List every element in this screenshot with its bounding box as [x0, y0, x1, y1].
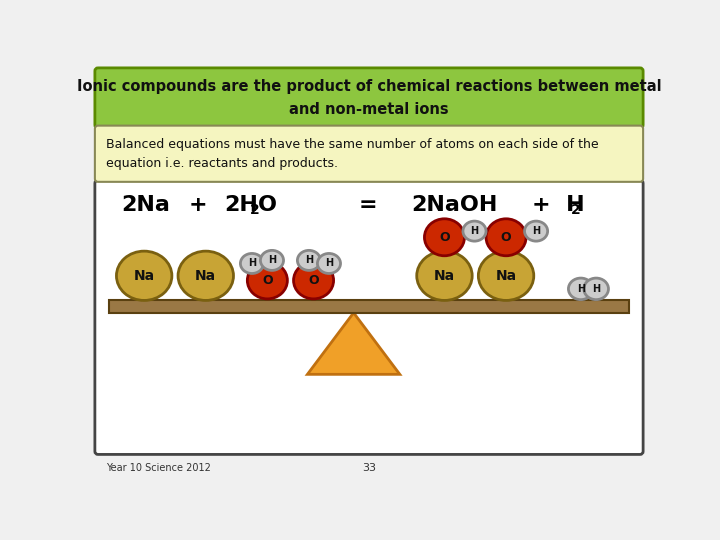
Text: O: O — [308, 274, 319, 287]
Text: Na: Na — [495, 269, 517, 283]
Text: H: H — [470, 226, 479, 236]
Text: +: + — [189, 195, 207, 215]
Text: 2Na: 2Na — [121, 195, 170, 215]
Text: 2NaOH: 2NaOH — [411, 195, 498, 215]
Text: =: = — [358, 195, 377, 215]
Text: 2: 2 — [571, 202, 580, 217]
Ellipse shape — [425, 219, 464, 256]
Ellipse shape — [261, 251, 284, 271]
Ellipse shape — [294, 262, 333, 299]
Ellipse shape — [117, 251, 172, 300]
Text: Ionic compounds are the product of chemical reactions between metal
and non-meta: Ionic compounds are the product of chemi… — [77, 79, 661, 117]
Ellipse shape — [486, 219, 526, 256]
Text: Na: Na — [195, 269, 216, 283]
FancyBboxPatch shape — [95, 126, 643, 182]
Text: Balanced equations must have the same number of atoms on each side of the
equati: Balanced equations must have the same nu… — [106, 138, 598, 170]
Polygon shape — [307, 313, 400, 374]
Bar — [109, 300, 629, 313]
Text: H: H — [248, 259, 256, 268]
Text: 2H: 2H — [224, 195, 258, 215]
Text: Na: Na — [434, 269, 455, 283]
Text: O: O — [439, 231, 450, 244]
Text: 33: 33 — [362, 463, 376, 473]
Text: H: H — [268, 255, 276, 265]
FancyBboxPatch shape — [95, 180, 643, 455]
Text: H: H — [532, 226, 540, 236]
FancyBboxPatch shape — [95, 68, 643, 128]
Text: O: O — [500, 231, 511, 244]
Ellipse shape — [417, 251, 472, 300]
Text: O: O — [262, 274, 273, 287]
Ellipse shape — [318, 253, 341, 273]
Text: Year 10 Science 2012: Year 10 Science 2012 — [106, 463, 210, 473]
Text: Na: Na — [134, 269, 155, 283]
Ellipse shape — [297, 251, 320, 271]
Text: H: H — [305, 255, 313, 265]
Text: H: H — [592, 284, 600, 294]
Ellipse shape — [478, 251, 534, 300]
Ellipse shape — [584, 278, 608, 300]
Text: H: H — [325, 259, 333, 268]
Text: H: H — [577, 284, 585, 294]
Text: 2: 2 — [250, 202, 259, 217]
Ellipse shape — [240, 253, 264, 273]
Ellipse shape — [463, 221, 486, 241]
Ellipse shape — [568, 278, 593, 300]
Text: O: O — [258, 195, 277, 215]
Text: +  H: + H — [532, 195, 585, 215]
Ellipse shape — [525, 221, 548, 241]
Ellipse shape — [178, 251, 233, 300]
Ellipse shape — [248, 262, 287, 299]
